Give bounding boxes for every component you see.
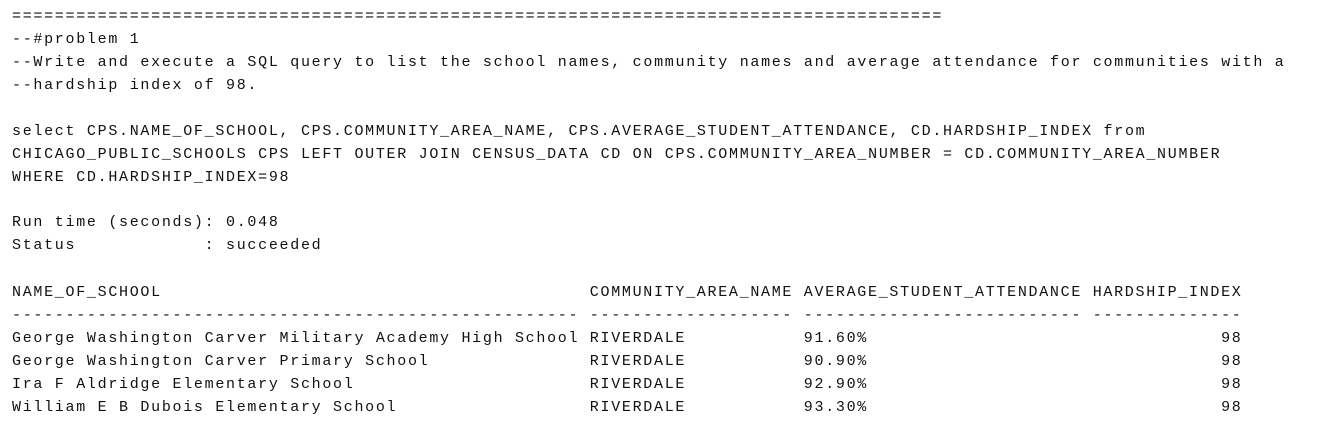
column-rule: -------------------------- xyxy=(803,307,1083,324)
table-cell: George Washington Carver Military Academ… xyxy=(12,330,580,347)
table-cell: 93.30% xyxy=(803,399,869,416)
comment-line: --Write and execute a SQL query to list … xyxy=(12,54,1286,71)
column-header: NAME_OF_SCHOOL xyxy=(12,284,162,301)
run-time: Run time (seconds): 0.048 xyxy=(12,214,280,231)
column-rule: -------------- xyxy=(1092,307,1243,324)
comment-line: --#problem 1 xyxy=(12,31,141,48)
status: Status : succeeded xyxy=(12,237,323,254)
table-cell: 92.90% xyxy=(803,376,869,393)
table-cell: William E B Dubois Elementary School xyxy=(12,399,398,416)
table-cell: 91.60% xyxy=(803,330,869,347)
column-header: HARDSHIP_INDEX xyxy=(1092,284,1243,301)
table-cell: 98 xyxy=(1221,399,1243,416)
table-cell: RIVERDALE xyxy=(589,330,687,347)
column-header: AVERAGE_STUDENT_ATTENDANCE xyxy=(803,284,1083,301)
query-line: select CPS.NAME_OF_SCHOOL, CPS.COMMUNITY… xyxy=(12,123,1147,140)
column-rule: ------------------- xyxy=(589,307,794,324)
table-cell: 98 xyxy=(1221,330,1243,347)
table-cell: RIVERDALE xyxy=(589,376,687,393)
table-cell: George Washington Carver Primary School xyxy=(12,353,430,370)
column-rule: ----------------------------------------… xyxy=(12,307,580,324)
query-line: WHERE CD.HARDSHIP_INDEX=98 xyxy=(12,169,291,186)
table-cell: RIVERDALE xyxy=(589,399,687,416)
query-line: CHICAGO_PUBLIC_SCHOOLS CPS LEFT OUTER JO… xyxy=(12,146,1222,163)
table-cell: 98 xyxy=(1221,353,1243,370)
column-header: COMMUNITY_AREA_NAME xyxy=(589,284,794,301)
table-cell: 90.90% xyxy=(803,353,869,370)
table-cell: RIVERDALE xyxy=(589,353,687,370)
separator: ========================================… xyxy=(12,8,944,25)
table-cell: 98 xyxy=(1221,376,1243,393)
comment-line: --hardship index of 98. xyxy=(12,77,259,94)
table-cell: Ira F Aldridge Elementary School xyxy=(12,376,355,393)
